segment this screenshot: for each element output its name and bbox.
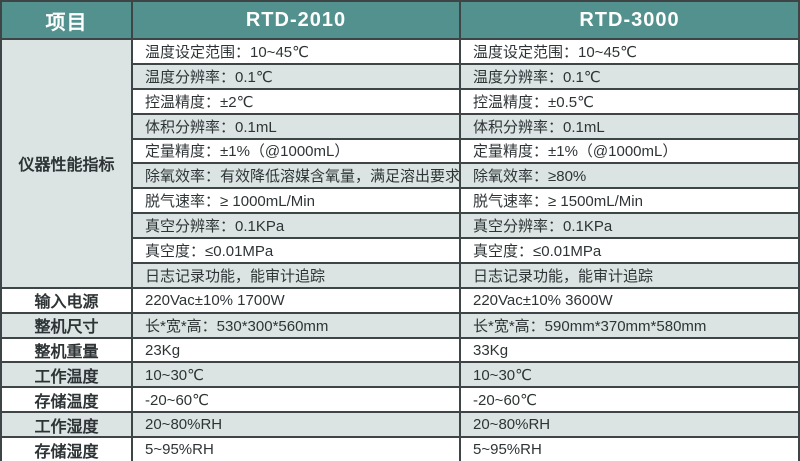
perf-value-2010: 定量精度：±1%（@1000mL）: [133, 139, 459, 163]
perf-value-3000: 控温精度：±0.5℃: [461, 89, 798, 113]
perf-value-3000: 脱气速率：≥ 1500mL/Min: [461, 189, 798, 213]
perf-value-2010: 除氧效率：有效降低溶媒含氧量，满足溶出要求: [133, 164, 459, 188]
perf-value-2010: 温度设定范围：10~45℃: [133, 40, 459, 63]
general-value-3000: 220Vac±10% 3600W: [461, 288, 798, 312]
perf-value-2010: 脱气速率：≥ 1000mL/Min: [133, 189, 459, 213]
general-value-3000: 20~80%RH: [461, 413, 798, 437]
perf-value-2010: 温度分辨率：0.1℃: [133, 64, 459, 88]
general-value-2010: 220Vac±10% 1700W: [133, 288, 459, 312]
general-value-3000: 33Kg: [461, 338, 798, 362]
general-value-3000: 长*宽*高：590mm*370mm*580mm: [461, 313, 798, 337]
header-rtd-2010: RTD-2010: [133, 2, 459, 38]
perf-value-2010: 真空度：≤0.01MPa: [133, 239, 459, 262]
perf-value-3000: 除氧效率：≥80%: [461, 164, 798, 188]
general-row-label: 工作湿度: [2, 413, 131, 437]
perf-value-3000: 真空度：≤0.01MPa: [461, 239, 798, 262]
general-value-3000: -20~60℃: [461, 388, 798, 412]
performance-section-label: 仪器性能指标: [2, 40, 131, 287]
perf-value-2010: 真空分辨率：0.1KPa: [133, 214, 459, 238]
general-value-3000: 10~30℃: [461, 363, 798, 387]
general-value-2010: 20~80%RH: [133, 413, 459, 437]
perf-value-3000: 温度分辨率：0.1℃: [461, 64, 798, 88]
general-value-2010: 10~30℃: [133, 363, 459, 387]
general-row-label: 整机尺寸: [2, 313, 131, 337]
general-row-label: 输入电源: [2, 288, 131, 312]
perf-value-2010: 体积分辨率：0.1mL: [133, 114, 459, 138]
general-value-3000: 5~95%RH: [461, 438, 798, 461]
general-value-2010: 5~95%RH: [133, 438, 459, 461]
perf-value-2010: 控温精度：±2℃: [133, 89, 459, 113]
perf-value-2010: 日志记录功能，能审计追踪: [133, 263, 459, 287]
perf-value-3000: 日志记录功能，能审计追踪: [461, 263, 798, 287]
general-row-label: 整机重量: [2, 338, 131, 362]
general-value-2010: -20~60℃: [133, 388, 459, 412]
perf-value-3000: 体积分辨率：0.1mL: [461, 114, 798, 138]
general-row-label: 工作温度: [2, 363, 131, 387]
general-row-label: 存储温度: [2, 388, 131, 412]
header-rtd-3000: RTD-3000: [461, 2, 798, 38]
general-value-2010: 长*宽*高：530*300*560mm: [133, 313, 459, 337]
general-row-label: 存储湿度: [2, 438, 131, 461]
perf-value-3000: 真空分辨率：0.1KPa: [461, 214, 798, 238]
perf-value-3000: 温度设定范围：10~45℃: [461, 40, 798, 63]
perf-value-3000: 定量精度：±1%（@1000mL）: [461, 139, 798, 163]
header-item-column: 项目: [2, 2, 131, 38]
general-value-2010: 23Kg: [133, 338, 459, 362]
